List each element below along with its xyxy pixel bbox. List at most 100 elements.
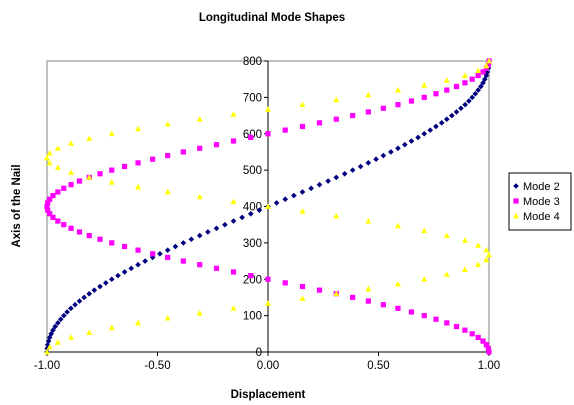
data-point	[453, 109, 460, 115]
data-point	[333, 174, 340, 181]
x-tick-label: -0.50	[144, 360, 170, 372]
data-point	[109, 240, 115, 246]
data-point	[458, 105, 464, 112]
data-point	[365, 217, 372, 224]
data-point	[462, 327, 468, 333]
data-point	[102, 280, 109, 286]
data-point	[421, 313, 427, 319]
data-point	[135, 183, 142, 190]
data-point	[68, 334, 75, 340]
data-point	[47, 211, 53, 217]
data-point	[165, 254, 171, 261]
data-point	[180, 149, 186, 155]
data-point	[316, 287, 323, 293]
data-point	[230, 269, 237, 275]
data-point	[68, 182, 74, 188]
data-point	[299, 189, 306, 195]
data-point	[188, 236, 195, 243]
data-point	[365, 160, 372, 166]
data-point	[380, 105, 386, 111]
x-tick-label: 0.00	[257, 360, 279, 372]
data-point	[230, 111, 237, 117]
data-point	[478, 83, 484, 90]
data-point	[486, 349, 492, 355]
data-point	[197, 145, 203, 151]
data-point	[52, 323, 58, 330]
data-point	[81, 294, 87, 301]
data-point	[57, 316, 64, 323]
data-point	[115, 272, 121, 279]
data-point	[205, 229, 211, 235]
data-point	[165, 152, 171, 159]
data-point	[108, 324, 115, 331]
data-point	[180, 258, 186, 264]
data-point	[316, 181, 323, 188]
data-point	[401, 141, 408, 148]
data-point	[395, 305, 401, 311]
data-point	[44, 345, 51, 352]
data-point	[256, 207, 263, 213]
data-point	[357, 163, 364, 170]
data-point	[196, 116, 203, 122]
data-point	[265, 203, 271, 209]
data-point	[135, 319, 142, 326]
y-tick-label: 100	[243, 311, 262, 323]
data-point	[108, 130, 115, 137]
data-point	[408, 98, 415, 104]
data-point	[469, 94, 476, 101]
data-point	[394, 222, 401, 229]
data-point	[421, 82, 428, 88]
data-point	[121, 163, 128, 170]
data-point	[483, 342, 489, 348]
data-point	[486, 251, 492, 258]
data-point	[291, 192, 297, 199]
data-point	[213, 265, 220, 271]
data-point	[444, 320, 450, 326]
data-point	[475, 242, 482, 248]
y-tick-label: 0	[256, 347, 262, 359]
data-point	[485, 345, 491, 351]
data-point	[365, 109, 371, 115]
data-point	[462, 101, 468, 108]
data-point	[408, 309, 415, 315]
data-point	[180, 240, 187, 246]
data-point	[135, 125, 142, 132]
data-point	[91, 287, 98, 293]
data-point	[282, 280, 288, 286]
y-tick-label: 600	[243, 129, 262, 141]
y-tick-label: 800	[243, 56, 262, 68]
data-point	[462, 80, 468, 86]
data-point	[350, 112, 356, 119]
data-point	[46, 149, 53, 156]
data-point	[172, 243, 179, 250]
data-point	[421, 94, 427, 100]
data-point	[54, 339, 61, 345]
legend-marker	[513, 198, 519, 204]
data-point	[480, 69, 486, 75]
data-point	[433, 91, 439, 97]
data-point	[135, 247, 141, 253]
data-point	[421, 227, 428, 234]
data-point	[121, 269, 128, 275]
data-point	[44, 203, 50, 210]
data-point	[164, 120, 171, 127]
data-point	[453, 323, 460, 330]
data-point	[97, 236, 103, 242]
data-point	[222, 221, 228, 228]
data-point	[86, 174, 93, 180]
data-point	[196, 232, 203, 239]
data-point	[54, 164, 61, 171]
data-point	[46, 343, 53, 350]
data-point	[68, 169, 75, 175]
data-point	[433, 123, 439, 130]
data-point	[461, 72, 468, 78]
data-point	[449, 112, 455, 119]
data-point	[349, 167, 356, 173]
data-point	[213, 225, 220, 232]
data-point	[230, 198, 237, 205]
legend-label: Mode 4	[523, 211, 560, 223]
data-point	[483, 62, 490, 69]
data-point	[480, 338, 486, 344]
series-mode-4	[44, 57, 492, 355]
data-point	[248, 134, 254, 140]
